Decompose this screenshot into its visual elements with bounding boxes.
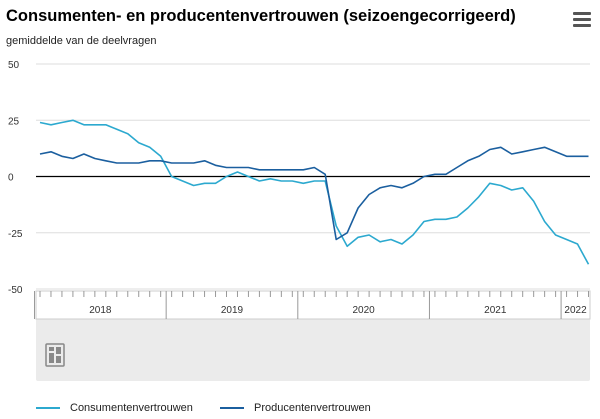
year-label: 2022 <box>564 305 587 316</box>
grid-layer <box>36 63 590 290</box>
menu-bar <box>573 12 591 15</box>
year-label: 2018 <box>89 305 112 316</box>
legend-label-producer: Producentenvertrouwen <box>254 402 371 414</box>
series-line-producer[interactable] <box>39 146 589 241</box>
logo-block <box>56 347 61 354</box>
series-layer <box>39 119 590 265</box>
menu-bar <box>573 18 591 21</box>
legend-swatch-producer <box>220 407 244 409</box>
chart-title: Consumenten- en producentenvertrouwen (s… <box>6 7 516 25</box>
logo-block <box>49 353 54 363</box>
hamburger-menu-icon[interactable] <box>573 12 591 28</box>
line-chart: 50 25 0 -25 -50 2018 2019 2020 2021 2022 <box>8 60 591 381</box>
y-tick-label: -25 <box>8 229 23 240</box>
y-axis-tick-labels: 50 25 0 -25 -50 <box>8 60 23 296</box>
series-line-consumer[interactable] <box>39 119 590 265</box>
year-label: 2021 <box>484 305 507 316</box>
chart-legend: Consumentenvertrouwen Producentenvertrou… <box>0 402 600 418</box>
chart-subtitle: gemiddelde van de deelvragen <box>6 35 157 47</box>
logo-frame <box>45 343 65 367</box>
legend-swatch-consumer <box>36 407 60 409</box>
year-label: 2019 <box>221 305 244 316</box>
cbs-logo-icon <box>45 343 65 367</box>
logo-block <box>49 347 54 351</box>
navigator-axis-band <box>35 290 591 320</box>
y-tick-label: 0 <box>8 173 14 184</box>
menu-bar <box>573 24 591 27</box>
legend-item-consumentenvertrouwen[interactable]: Consumentenvertrouwen <box>36 402 193 414</box>
y-tick-label: -50 <box>8 285 23 296</box>
year-label: 2020 <box>352 305 375 316</box>
legend-label-consumer: Consumentenvertrouwen <box>70 402 193 414</box>
logo-block <box>56 356 61 363</box>
y-tick-label: 25 <box>8 116 20 127</box>
range-navigator[interactable]: 2018 2019 2020 2021 2022 <box>34 290 591 381</box>
legend-item-producentenvertrouwen[interactable]: Producentenvertrouwen <box>220 402 371 414</box>
y-tick-label: 50 <box>8 60 20 71</box>
